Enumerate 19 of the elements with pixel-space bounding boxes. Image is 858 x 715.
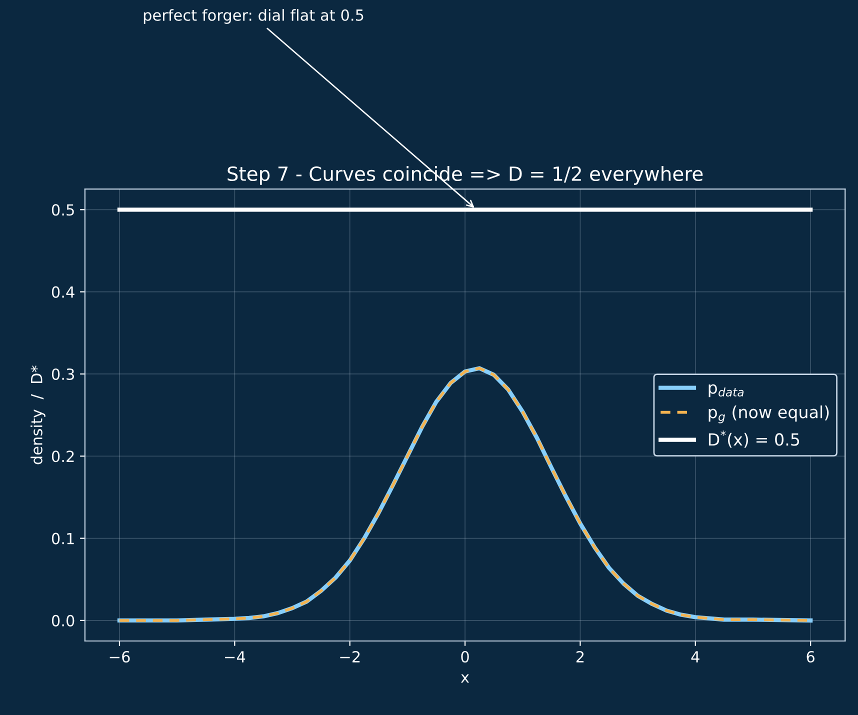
x-tick-label: 6 — [806, 650, 814, 663]
y-tick-label: 0.3 — [52, 368, 74, 380]
legend-label: p$_{g}$ (now equal) — [708, 405, 829, 424]
legend-label: D$^{*}$(x) = 0.5 — [708, 430, 800, 448]
x-tick-label: 4 — [691, 651, 700, 662]
x-axis-title: x — [460, 674, 470, 683]
x-tick-label: −4 — [225, 651, 246, 662]
y-tick-label: 0.0 — [52, 614, 74, 626]
annotation: perfect forger: dial flat at 0.5 — [144, 9, 364, 24]
y-tick-label: 0.5 — [52, 204, 74, 216]
x-tick-label: 0 — [461, 650, 469, 663]
x-tick-label: −6 — [110, 650, 130, 663]
y-tick-label: 0.1 — [52, 532, 74, 544]
x-tick-label: −2 — [340, 650, 360, 662]
y-axis-title: density / D* — [30, 366, 46, 464]
x-tick-label: 2 — [576, 650, 584, 662]
y-tick-label: 0.4 — [52, 286, 74, 298]
y-tick-label: 0.2 — [52, 450, 74, 462]
legend-label: p$_{data}$ — [708, 384, 744, 398]
